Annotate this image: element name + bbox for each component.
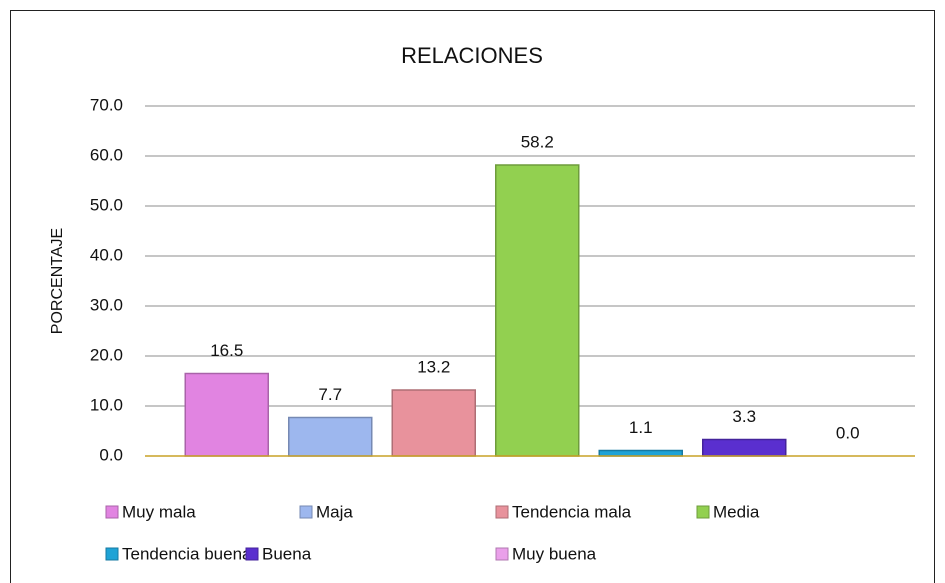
legend-label: Muy buena — [512, 544, 597, 563]
legend-swatch — [495, 505, 509, 519]
y-tick-label: 10.0 — [90, 395, 123, 414]
chart-border — [10, 10, 935, 583]
legend-swatch — [245, 547, 259, 561]
data-label: 3.3 — [732, 407, 756, 426]
y-tick-label: 50.0 — [90, 195, 123, 214]
legend-label: Muy mala — [122, 502, 196, 521]
legend-label: Buena — [262, 544, 312, 563]
y-tick-label: 60.0 — [90, 145, 123, 164]
data-label: 7.7 — [318, 385, 342, 404]
legend-label: Tendencia buena — [122, 544, 252, 563]
legend-swatch — [299, 505, 313, 519]
legend-swatch — [696, 505, 710, 519]
data-label: 58.2 — [521, 132, 554, 151]
y-tick-label: 70.0 — [90, 95, 123, 114]
legend-label: Tendencia mala — [512, 502, 632, 521]
bar — [184, 372, 269, 457]
bar — [391, 389, 476, 457]
bar — [495, 164, 580, 457]
data-label: 0.0 — [836, 423, 860, 442]
bar — [702, 438, 787, 457]
y-axis-label: PORCENTAJE — [49, 228, 66, 334]
legend-label: Maja — [316, 502, 353, 521]
bar — [288, 416, 373, 457]
data-label: 13.2 — [417, 357, 450, 376]
y-tick-label: 20.0 — [90, 345, 123, 364]
y-tick-label: 0.0 — [99, 445, 123, 464]
legend-swatch — [495, 547, 509, 561]
legend-label: Media — [713, 502, 760, 521]
chart-title: RELACIONES — [401, 43, 543, 68]
y-tick-label: 30.0 — [90, 295, 123, 314]
legend-swatch — [105, 505, 119, 519]
bar — [598, 449, 683, 457]
legend-swatch — [105, 547, 119, 561]
data-label: 16.5 — [210, 341, 243, 360]
y-tick-label: 40.0 — [90, 245, 123, 264]
data-label: 1.1 — [629, 418, 653, 437]
